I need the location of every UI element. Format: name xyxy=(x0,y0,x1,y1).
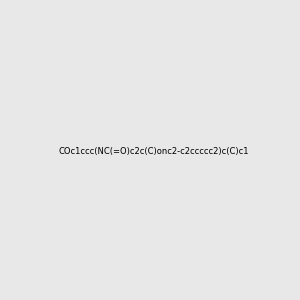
Text: COc1ccc(NC(=O)c2c(C)onc2-c2ccccc2)c(C)c1: COc1ccc(NC(=O)c2c(C)onc2-c2ccccc2)c(C)c1 xyxy=(58,147,249,156)
